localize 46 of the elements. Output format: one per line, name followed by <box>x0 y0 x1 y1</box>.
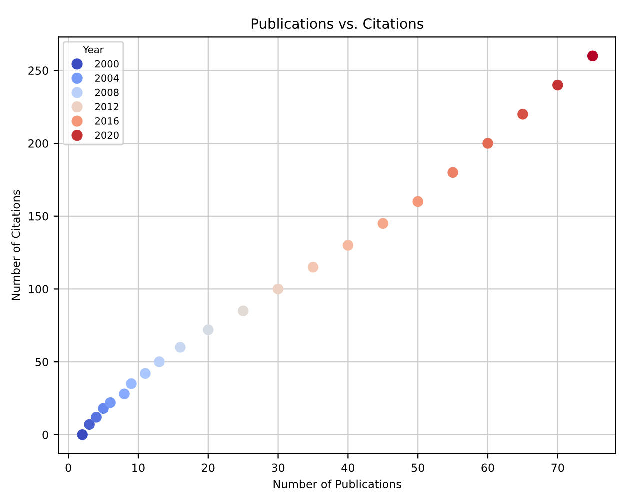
x-tick-label: 60 <box>482 464 494 472</box>
legend-label: 2016 <box>95 117 119 125</box>
y-axis-title: Number of Citations <box>12 190 20 300</box>
point <box>126 378 137 390</box>
x-tick-label: 70 <box>552 464 564 472</box>
point <box>77 430 88 440</box>
y-tick-label: 250 <box>28 66 48 76</box>
legend-label: 2004 <box>95 74 119 82</box>
point <box>518 109 528 120</box>
point <box>105 397 116 408</box>
point <box>412 196 424 208</box>
point <box>308 262 319 273</box>
legend-label: 2020 <box>95 132 119 140</box>
y-tick-label: 150 <box>29 212 48 221</box>
x-tick-label: 50 <box>412 464 424 472</box>
chart-title: Publications vs. Citations <box>252 18 424 30</box>
legend-title: Year <box>83 46 104 54</box>
legend-label: 2012 <box>95 103 119 111</box>
point <box>378 218 389 230</box>
x-tick-label: 20 <box>202 464 215 472</box>
x-tick-label: 0 <box>66 464 72 472</box>
point <box>552 80 564 91</box>
y-tick-label: 0 <box>42 430 48 440</box>
point <box>238 306 249 316</box>
point <box>119 388 130 400</box>
point <box>91 412 102 423</box>
x-tick-label: 30 <box>272 464 285 472</box>
point <box>175 342 186 353</box>
legend-label: 2000 <box>95 60 119 68</box>
x-tick-label: 10 <box>132 464 145 472</box>
y-tick-label: 200 <box>28 140 48 148</box>
point <box>587 50 598 62</box>
point <box>448 167 458 178</box>
x-axis-title: Number of Publications <box>274 480 402 488</box>
y-tick-label: 50 <box>36 358 48 366</box>
point <box>84 419 95 430</box>
point <box>203 324 214 336</box>
point <box>342 240 354 251</box>
x-tick-label: 40 <box>342 464 355 472</box>
y-tick-label: 100 <box>29 285 48 294</box>
point <box>154 356 165 368</box>
point <box>482 138 494 149</box>
point <box>98 403 109 414</box>
point <box>140 368 151 380</box>
point <box>272 284 284 295</box>
legend-label: 2008 <box>95 88 119 96</box>
